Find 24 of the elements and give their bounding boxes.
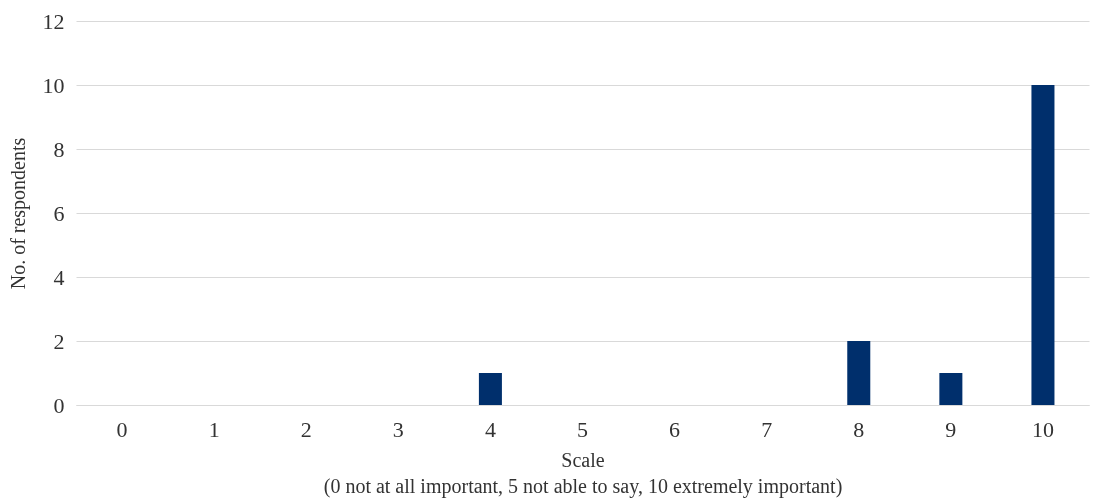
y-tick-label: 2 bbox=[53, 328, 65, 354]
x-axis-title: Scale (0 not at all important, 5 not able to say, 10 extremely important) bbox=[323, 448, 843, 498]
y-tick-label: 6 bbox=[53, 200, 65, 226]
bar bbox=[1031, 85, 1055, 405]
x-tick-label: 8 bbox=[853, 416, 865, 442]
x-tick-label: 2 bbox=[300, 416, 312, 442]
y-tick-label: 12 bbox=[42, 8, 65, 34]
y-tick-label: 4 bbox=[53, 264, 65, 290]
y-tick-label: 10 bbox=[42, 72, 65, 98]
x-tick-label: 0 bbox=[116, 416, 128, 442]
x-tick-label: 5 bbox=[577, 416, 588, 442]
x-tick-label: 10 bbox=[1031, 416, 1054, 442]
x-tick-label: 4 bbox=[484, 416, 496, 442]
x-tick-label: 7 bbox=[761, 416, 773, 442]
x-tick-label: 9 bbox=[945, 416, 957, 442]
bar bbox=[478, 373, 502, 405]
x-tick-label: 3 bbox=[392, 416, 404, 442]
y-axis-title: No. of respondents bbox=[6, 137, 30, 290]
bar bbox=[847, 341, 871, 405]
y-tick-label: 0 bbox=[53, 392, 65, 418]
y-tick-label: 8 bbox=[53, 136, 65, 162]
x-tick-label: 1 bbox=[208, 416, 220, 442]
x-tick-label: 6 bbox=[669, 416, 681, 442]
bar bbox=[939, 373, 963, 405]
